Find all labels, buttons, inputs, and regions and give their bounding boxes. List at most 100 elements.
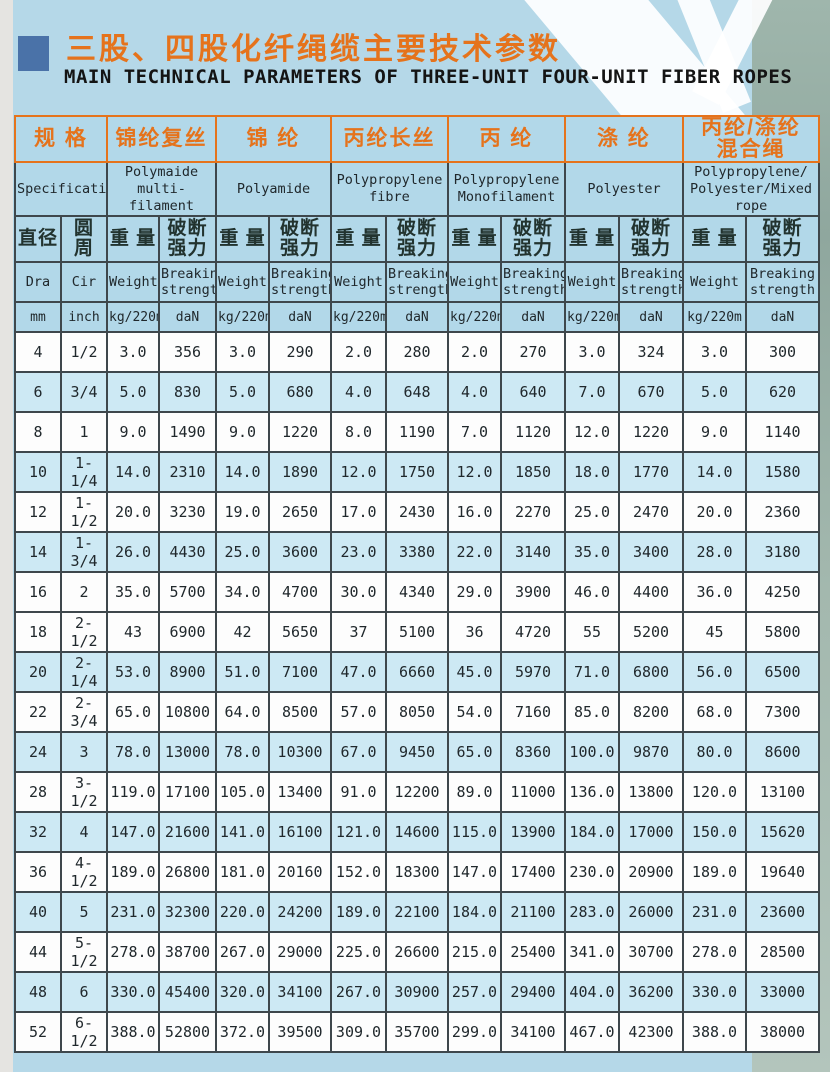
- data-cell: 13000: [158, 731, 217, 774]
- data-cell: 3140: [500, 531, 566, 574]
- cell-line: Breaking: [621, 265, 683, 282]
- data-cell: 52800: [158, 1011, 217, 1054]
- subheader-cell: 破断 强力: [268, 215, 332, 264]
- data-cell: 16: [14, 571, 62, 614]
- subheader-cell: 重 量: [447, 215, 502, 264]
- data-cell: 46.0: [564, 571, 620, 614]
- data-cell: 640: [500, 371, 566, 414]
- subheader-cell: Cir: [60, 261, 108, 304]
- data-cell: 26.0: [106, 531, 160, 574]
- table-row: 14 1-3/4 26.0 4430 25.0 3600 23.0 3380 22.0 3140 3…: [14, 531, 820, 574]
- subheader-cell: kg/220m: [106, 301, 160, 334]
- subheader-cell: Weight: [682, 261, 747, 304]
- data-cell: 17000: [618, 811, 684, 854]
- header-line: Polypropylene: [453, 172, 560, 189]
- table-row: 20 2-1/4 53.0 8900 51.0 7100 47.0 6660 45.0 5970 7…: [14, 651, 820, 694]
- header-group-en: Polypropylene/ Polyester/Mixed rope: [682, 161, 820, 218]
- data-cell: 2310: [158, 451, 217, 494]
- page-edge-band-left: [0, 0, 13, 1072]
- data-cell: 14.0: [106, 451, 160, 494]
- header-group-en: Polypropylene fibre: [330, 161, 449, 218]
- data-cell: 12: [14, 491, 62, 534]
- cell-line: Breaking: [503, 265, 565, 282]
- header-line: Polypropylene/: [694, 163, 808, 180]
- data-cell: 48: [14, 971, 62, 1014]
- header-specification-en: Specification: [14, 161, 108, 218]
- data-cell: 68.0: [682, 691, 747, 734]
- data-cell: 6900: [158, 611, 217, 654]
- data-cell: 1490: [158, 411, 217, 454]
- data-cell: 30700: [618, 931, 684, 974]
- data-cell: 4: [60, 811, 108, 854]
- table-row: 22 2-3/4 65.0 10800 64.0 8500 57.0 8050 54.0 7160…: [14, 691, 820, 734]
- data-cell: 34100: [268, 971, 332, 1014]
- data-cell: 5800: [745, 611, 820, 654]
- data-cell: 5: [60, 891, 108, 934]
- table-row: 4 1/2 3.0 356 3.0 290 2.0 280 2.0 270 3.0 324 3.0 300: [14, 331, 820, 374]
- subheader-cell: daN: [158, 301, 217, 334]
- data-cell: 30.0: [330, 571, 387, 614]
- data-cell: 20160: [268, 851, 332, 894]
- data-cell: 320.0: [215, 971, 270, 1014]
- subheader-cell: 破断 强力: [618, 215, 684, 264]
- data-cell: 1580: [745, 451, 820, 494]
- header-line: 涤 纶: [597, 127, 651, 151]
- data-cell: 24200: [268, 891, 332, 934]
- data-cell: 12.0: [330, 451, 387, 494]
- cell-line: strength: [271, 282, 331, 299]
- data-cell: 3.0: [215, 331, 270, 374]
- table-row: 36 4-1/2 189.0 26800 181.0 20160 152.0 18300 147…: [14, 851, 820, 894]
- data-cell: 4250: [745, 571, 820, 614]
- data-cell: 22100: [385, 891, 449, 934]
- data-cell: 278.0: [682, 931, 747, 974]
- data-cell: 36: [14, 851, 62, 894]
- data-cell: 10800: [158, 691, 217, 734]
- data-cell: 2-1/4: [60, 651, 108, 694]
- header-line: 丙 纶: [479, 127, 534, 151]
- data-cell: 25.0: [564, 491, 620, 534]
- data-cell: 21600: [158, 811, 217, 854]
- cell-line: 破断: [512, 218, 553, 240]
- subheader-cell: 重 量: [106, 215, 160, 264]
- data-cell: 181.0: [215, 851, 270, 894]
- data-cell: 14.0: [682, 451, 747, 494]
- cell-line: 破断: [167, 218, 208, 240]
- data-cell: 680: [268, 371, 332, 414]
- subheader-cell: inch: [60, 301, 108, 334]
- data-cell: 22: [14, 691, 62, 734]
- header-line: Polypropylene: [336, 172, 443, 189]
- data-cell: 2650: [268, 491, 332, 534]
- data-cell: 830: [158, 371, 217, 414]
- data-cell: 115.0: [447, 811, 502, 854]
- data-cell: 9.0: [215, 411, 270, 454]
- data-cell: 5.0: [106, 371, 160, 414]
- data-cell: 25.0: [215, 531, 270, 574]
- data-cell: 38000: [745, 1011, 820, 1054]
- data-cell: 324: [618, 331, 684, 374]
- data-cell: 8.0: [330, 411, 387, 454]
- data-cell: 45.0: [447, 651, 502, 694]
- data-cell: 283.0: [564, 891, 620, 934]
- cell-line: 强力: [279, 238, 320, 260]
- data-cell: 4.0: [330, 371, 387, 414]
- data-cell: 5.0: [682, 371, 747, 414]
- data-cell: 3.0: [682, 331, 747, 374]
- data-cell: 32300: [158, 891, 217, 934]
- data-cell: 19640: [745, 851, 820, 894]
- data-cell: 189.0: [106, 851, 160, 894]
- data-cell: 189.0: [682, 851, 747, 894]
- data-cell: 43: [106, 611, 160, 654]
- data-cell: 330.0: [682, 971, 747, 1014]
- data-cell: 2-1/2: [60, 611, 108, 654]
- cell-line: 强力: [396, 238, 437, 260]
- table-row: 32 4 147.0 21600 141.0 16100 121.0 14600 115.0 13…: [14, 811, 820, 854]
- data-cell: 1140: [745, 411, 820, 454]
- cell-line: 强力: [762, 238, 803, 260]
- data-cell: 1-3/4: [60, 531, 108, 574]
- data-cell: 404.0: [564, 971, 620, 1014]
- data-cell: 20: [14, 651, 62, 694]
- data-cell: 13900: [500, 811, 566, 854]
- data-cell: 21100: [500, 891, 566, 934]
- data-cell: 20900: [618, 851, 684, 894]
